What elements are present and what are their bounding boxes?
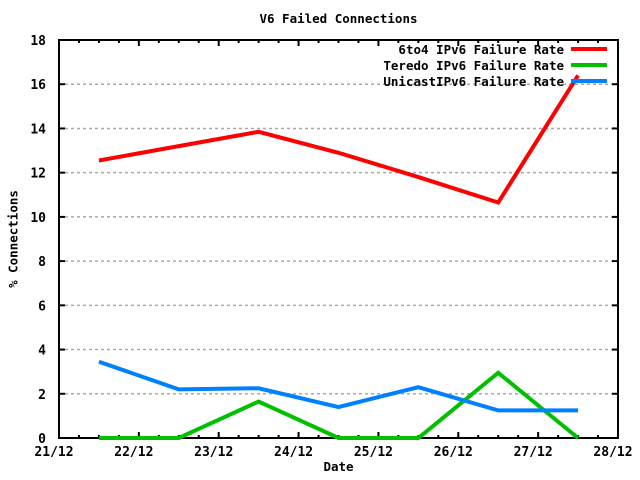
x-tick-label: 23/12 (194, 445, 233, 460)
legend-swatch-unicast (571, 79, 607, 83)
y-tick-label: 0 (38, 432, 46, 447)
y-tick-label: 16 (30, 78, 46, 93)
x-tick-label: 28/12 (593, 445, 632, 460)
series-line-unicastipv6 (98, 359, 579, 413)
chart-title: V6 Failed Connections (259, 11, 418, 26)
y-tick-label: 4 (38, 344, 46, 359)
x-tick-label: 22/12 (114, 445, 153, 460)
x-tick-label: 24/12 (274, 445, 313, 460)
y-tick-label: 14 (30, 122, 46, 137)
y-tick-label: 18 (30, 34, 46, 49)
legend-swatch-6to4 (571, 47, 607, 51)
y-tick-label: 6 (38, 299, 46, 314)
y-tick-label: 8 (38, 255, 46, 270)
y-tick-label: 2 (38, 388, 46, 403)
x-axis-label: Date (323, 459, 354, 474)
legend-item-teredo: Teredo IPv6 Failure Rate (383, 57, 607, 73)
legend: 6to4 IPv6 Failure Rate Teredo IPv6 Failu… (383, 41, 607, 89)
y-axis-label: % Connections (5, 190, 21, 288)
x-tick-label: 25/12 (354, 445, 393, 460)
x-tick-label: 21/12 (34, 445, 73, 460)
x-tick-label: 27/12 (514, 445, 553, 460)
legend-item-6to4: 6to4 IPv6 Failure Rate (383, 41, 607, 57)
legend-label-teredo: Teredo IPv6 Failure Rate (383, 57, 564, 73)
y-tick-label: 12 (30, 167, 46, 182)
legend-swatch-teredo (571, 63, 607, 67)
legend-item-unicast: UnicastIPv6 Failure Rate (383, 73, 607, 89)
series-line-teredo (98, 370, 580, 440)
y-tick-label: 10 (30, 211, 46, 226)
x-tick-label: 26/12 (434, 445, 473, 460)
legend-label-6to4: 6to4 IPv6 Failure Rate (398, 41, 564, 57)
legend-label-unicast: UnicastIPv6 Failure Rate (383, 73, 564, 89)
series-line-6to4 (98, 74, 580, 205)
